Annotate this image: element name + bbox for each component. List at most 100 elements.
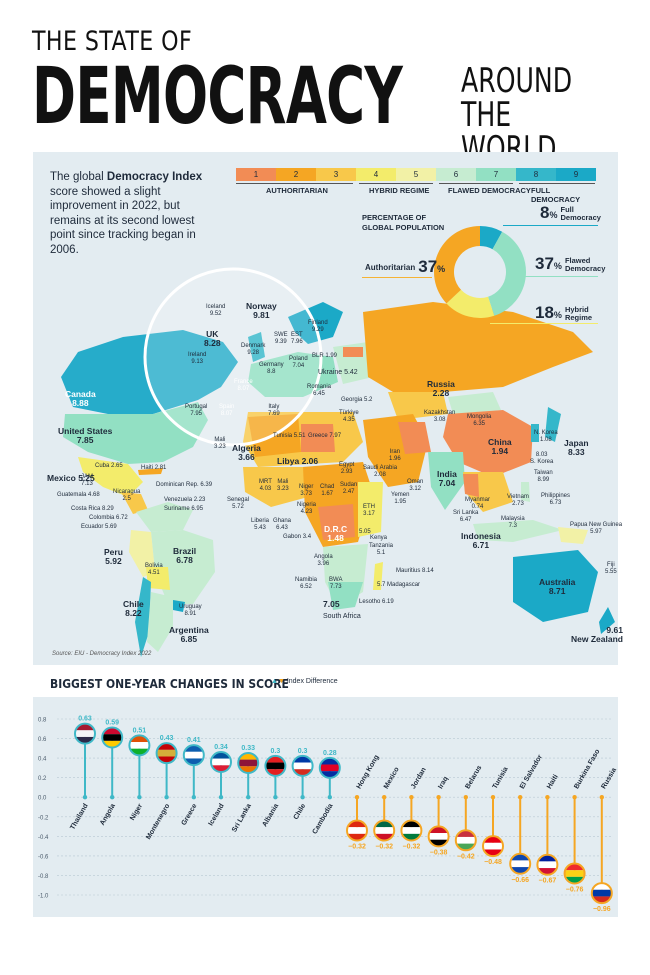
stat-flawed-unit: % [553,261,562,271]
label-costa-rica: Costa Rica 8.29 [71,506,114,512]
stat-hybrid-label: Hybrid Regime [564,304,593,322]
flag-ring [291,754,314,777]
score-legend: 1 2 3 4 5 6 7 8 9 AUTHORITARIAN HYBRID R… [236,168,598,204]
bar-base-dot [382,795,387,800]
y-tick-label: -0.6 [38,854,49,860]
stat-hybrid: 18%Hybrid Regime [535,303,592,323]
flag-ring [454,829,477,852]
value-label: 0.34 [214,744,228,751]
region-south-africa [328,582,363,610]
flag-ring [509,852,532,875]
label-suriname: Suriname 6.95 [164,506,204,512]
label-liberia: Liberia 5.43 [251,518,270,531]
bar-base-dot [164,795,169,800]
label-china: China 1.94 [488,437,512,456]
source-note: Source: EIU - Democracy Index 2022 [52,651,152,657]
value-label: 0.3 [298,748,308,755]
value-label: −0.32 [403,844,421,851]
legend-cat-authoritarian: AUTHORITARIAN [266,186,328,195]
bar-haiti: −0.67 Haiti [536,774,560,885]
label-s-korea: 8.03 S. Korea [530,452,554,465]
region-japan [545,407,561,442]
flag-ring [155,742,178,765]
label-chad: Chad 1.67 [320,484,335,497]
y-tick-label: 0.8 [38,718,47,724]
value-label: −0.48 [484,859,502,866]
value-label: −0.67 [539,878,557,885]
label-dominican-rep: Dominican Rep. 6.39 [156,482,213,488]
chart-legend-label: Index Difference [286,678,338,685]
region-china [443,410,533,477]
bar-burkina-faso: −0.76 Burkina Faso [563,748,602,894]
y-tick-label: 0.6 [38,737,47,743]
bar-belarus: −0.42 Belarus [454,764,483,860]
label-chile: Chile 8.22 [123,599,144,618]
category-label: Haiti [546,774,560,791]
label-iceland: Iceland 9.52 [206,304,226,317]
flag-ring [318,756,341,779]
label-tunisia: Tunisia 5.51 [273,433,306,439]
label-south-africa: 7.05 [323,599,340,609]
flag-ring [264,754,287,777]
label-argentina: Argentina 6.85 [169,625,209,644]
region-cuba [138,468,163,475]
label-niger: Niger 3.73 [299,484,314,497]
donut-slice-hybrid [446,289,495,318]
bar-base-dot [518,795,523,800]
region-central-am [121,492,148,514]
legend-score-9: 9 [556,168,596,181]
label-fiji: Fiji 5.55 [605,562,617,575]
value-label: −0.38 [430,849,448,856]
flag-icon [292,755,313,776]
bar-russia: −0.96 Russia [590,767,618,913]
legend-cat-flawed: FLAWED DEMOCRACY [448,186,531,195]
region-russia [363,302,593,392]
bar-greece: 0.41 Greece [181,737,205,827]
label-algeria: Algeria 3.66 [232,443,261,462]
flag-icon [211,751,231,772]
label-venezuela: Venezuela 2.23 [164,497,206,503]
bar-base-dot [409,795,414,800]
label-jam: JAM 7.13 [81,474,93,487]
region-chile [135,577,151,657]
bar-base-dot [82,795,88,800]
flag-icon [401,820,422,841]
label-georgia: Georgia 5.2 [341,397,373,403]
y-tick-label: 0.2 [38,776,47,782]
label-malaysia: Malaysia 7.3 [501,516,525,529]
label-nicaragua: Nicaragua 2.5 [113,489,141,502]
label-finland: Finland 9.29 [308,320,328,333]
label-greece: Greece 7.97 [308,433,342,439]
donut-slice-flawed [488,231,526,316]
bar-base-dot [490,795,496,800]
category-label: Burkina Faso [573,748,601,790]
label-romania: Romania 6.45 [307,384,332,397]
label-italy: Italy 7.69 [268,404,280,417]
label-ukraine: Ukraine 5.42 [318,369,358,376]
y-tick-label: -1.0 [38,894,49,900]
region-philippines [521,482,530,502]
flag-icon [591,883,612,904]
flag-icon [75,723,95,744]
europe-magnifier [143,267,323,447]
chart-title: BIGGEST ONE-YEAR CHANGES IN SCORE [50,676,289,691]
donut-svg [434,226,526,318]
flag-icon [156,743,177,764]
map-panel: Canada 8.88 United States 7.85 Mexico 5.25… [33,152,623,665]
region-usa [63,402,208,464]
bar-base-dot [572,795,577,800]
label-guatemala: Guatemala 4.68 [57,492,100,498]
label-bwa: BWA 7.73 [329,577,343,590]
legend-bracket-2 [439,183,513,184]
triangle-up-icon: ▲ [271,678,278,685]
label-mexico: Mexico 5.25 [47,473,95,483]
region-new-zealand [599,607,615,634]
label-iran: Iran 1.96 [389,449,401,462]
flag-icon [129,735,150,756]
label-myanmar: Myanmar 0.74 [465,497,491,510]
label-poland: Poland 7.04 [289,356,308,369]
flag-ring [101,726,124,749]
legend-score-5: 5 [396,168,436,181]
category-label: Mexico [383,766,401,790]
